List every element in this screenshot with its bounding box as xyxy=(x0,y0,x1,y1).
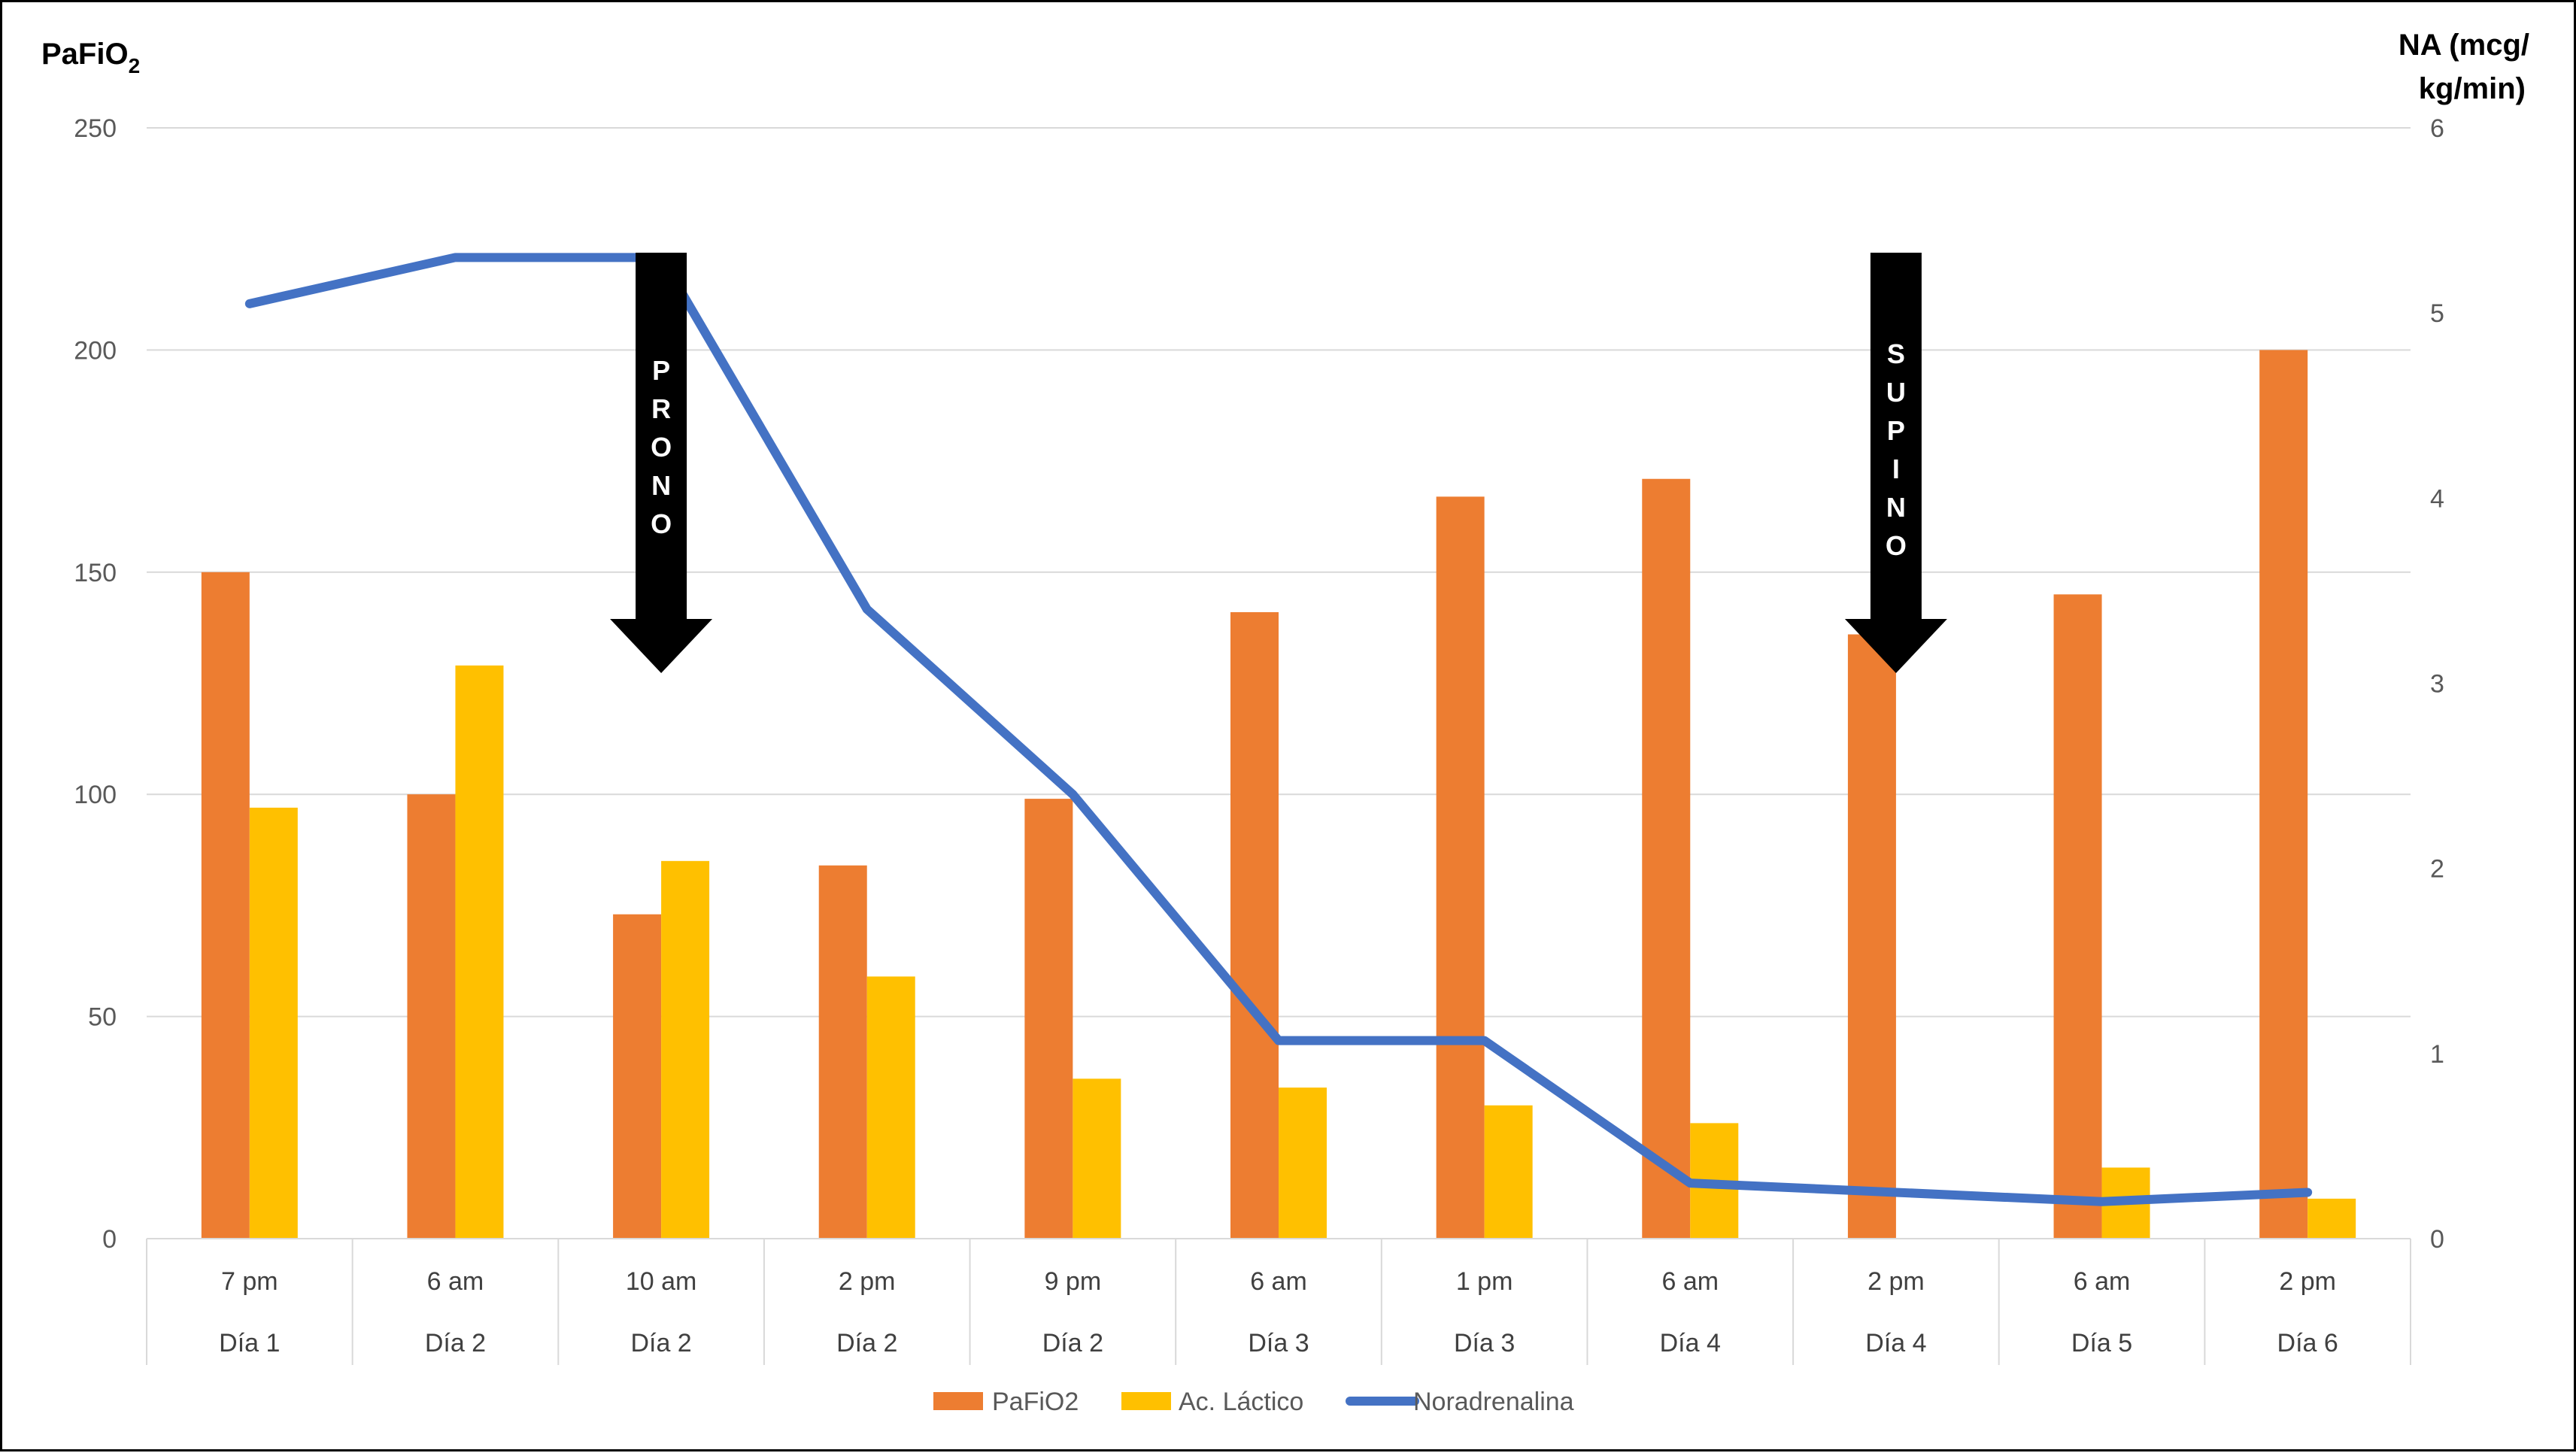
category-day-label: Día 6 xyxy=(2277,1329,2338,1357)
category-time-label: 10 am xyxy=(626,1267,697,1296)
bar-pafio2 xyxy=(201,572,250,1239)
category-time-label: 6 am xyxy=(1661,1267,1719,1296)
bar-pafio2 xyxy=(1436,496,1485,1239)
left-tick-label: 150 xyxy=(74,559,117,587)
left-axis-title: PaFiO2 xyxy=(41,38,140,77)
annotation-letter: N xyxy=(651,470,671,501)
annotation-letter: P xyxy=(1887,415,1905,446)
right-tick-label: 6 xyxy=(2430,114,2444,143)
gridlines xyxy=(147,127,2411,1018)
bar-pafio2 xyxy=(818,865,867,1239)
left-tick-label: 200 xyxy=(74,336,117,365)
annotation-letter: P xyxy=(652,355,670,386)
left-tick-label: 100 xyxy=(74,781,117,809)
bar-ac-lactico xyxy=(2307,1198,2356,1239)
bar-pafio2 xyxy=(407,794,456,1239)
bar-pafio2 xyxy=(613,914,662,1239)
left-tick-label: 250 xyxy=(74,114,117,143)
right-tick-label: 2 xyxy=(2430,855,2444,884)
left-tick-label: 0 xyxy=(102,1225,117,1254)
annotation-arrow xyxy=(1844,253,1947,673)
category-time-label: 1 pm xyxy=(1456,1267,1513,1296)
right-axis-title-line1: NA (mcg/ xyxy=(2399,29,2529,62)
category-day-label: Día 2 xyxy=(1042,1329,1103,1357)
legend-label-pafio2: PaFiO2 xyxy=(992,1388,1079,1416)
bar-pafio2 xyxy=(2259,350,2308,1239)
legend-label-ac-lactico: Ac. Láctico xyxy=(1179,1388,1303,1416)
category-day-label: Día 2 xyxy=(425,1329,486,1357)
legend: PaFiO2 Ac. Láctico Noradrenalina xyxy=(933,1388,1574,1416)
bar-pafio2 xyxy=(2053,594,2102,1239)
legend-label-noradrenalina: Noradrenalina xyxy=(1413,1388,1574,1416)
annotation-letter: O xyxy=(1886,530,1907,561)
category-time-label: 6 am xyxy=(1250,1267,1307,1296)
right-tick-label: 4 xyxy=(2430,484,2444,513)
left-tick-label: 50 xyxy=(88,1003,117,1032)
bar-pafio2 xyxy=(1024,799,1073,1239)
category-day-label: Día 5 xyxy=(2071,1329,2132,1357)
bar-ac-lactico xyxy=(1279,1087,1327,1239)
annotation-letter: I xyxy=(1892,453,1900,484)
bar-ac-lactico xyxy=(1484,1105,1533,1239)
bars xyxy=(201,350,2356,1239)
bar-ac-lactico xyxy=(455,665,504,1239)
right-tick-label: 3 xyxy=(2430,670,2444,699)
annotation-letter: R xyxy=(651,393,671,424)
category-time-label: 2 pm xyxy=(1868,1267,1925,1296)
noradrenalina-line-group xyxy=(244,253,2313,1206)
category-time-label: 2 pm xyxy=(2279,1267,2336,1296)
annotation-letter: N xyxy=(1886,492,1906,523)
category-day-label: Día 1 xyxy=(219,1329,280,1357)
bar-ac-lactico xyxy=(1073,1078,1121,1239)
annotation-letter: S xyxy=(1887,338,1905,369)
legend-swatch-pafio2 xyxy=(933,1392,983,1410)
category-day-label: Día 2 xyxy=(836,1329,897,1357)
category-time-label: 6 am xyxy=(427,1267,484,1296)
right-tick-label: 5 xyxy=(2430,299,2444,328)
category-time-label: 6 am xyxy=(2074,1267,2131,1296)
category-time-label: 2 pm xyxy=(839,1267,896,1296)
right-tick-label: 1 xyxy=(2430,1040,2444,1069)
category-day-label: Día 2 xyxy=(630,1329,691,1357)
category-time-label: 9 pm xyxy=(1045,1267,1102,1296)
bar-pafio2 xyxy=(1230,611,1279,1239)
legend-swatch-ac-lactico xyxy=(1121,1392,1171,1410)
right-tick-label: 0 xyxy=(2430,1225,2444,1254)
annotation-letter: U xyxy=(1886,377,1906,408)
bar-ac-lactico xyxy=(661,860,710,1239)
bar-ac-lactico xyxy=(249,807,298,1239)
right-axis-ticks: 0 1 2 3 4 5 6 xyxy=(2430,114,2444,1254)
category-axis: 7 pm Día 1 6 am Día 2 10 am Día 2 2 pm Día 2 9 p… xyxy=(146,1238,2411,1365)
bar-pafio2 xyxy=(1847,634,1896,1239)
category-day-label: Día 4 xyxy=(1660,1329,1721,1357)
right-axis-title-line2: kg/min) xyxy=(2419,72,2526,105)
annotation-arrow xyxy=(610,253,713,673)
bar-ac-lactico xyxy=(866,976,915,1239)
bar-pafio2 xyxy=(1642,478,1691,1239)
annotation-letter: O xyxy=(651,432,672,463)
category-day-label: Día 4 xyxy=(1865,1329,1926,1357)
category-day-label: Día 3 xyxy=(1248,1329,1309,1357)
noradrenalina-line xyxy=(244,253,2313,1206)
left-axis-ticks: 0 50 100 150 200 250 xyxy=(74,114,117,1254)
annotation-letter: O xyxy=(651,508,672,539)
category-day-label: Día 3 xyxy=(1454,1329,1515,1357)
category-time-label: 7 pm xyxy=(221,1267,278,1296)
